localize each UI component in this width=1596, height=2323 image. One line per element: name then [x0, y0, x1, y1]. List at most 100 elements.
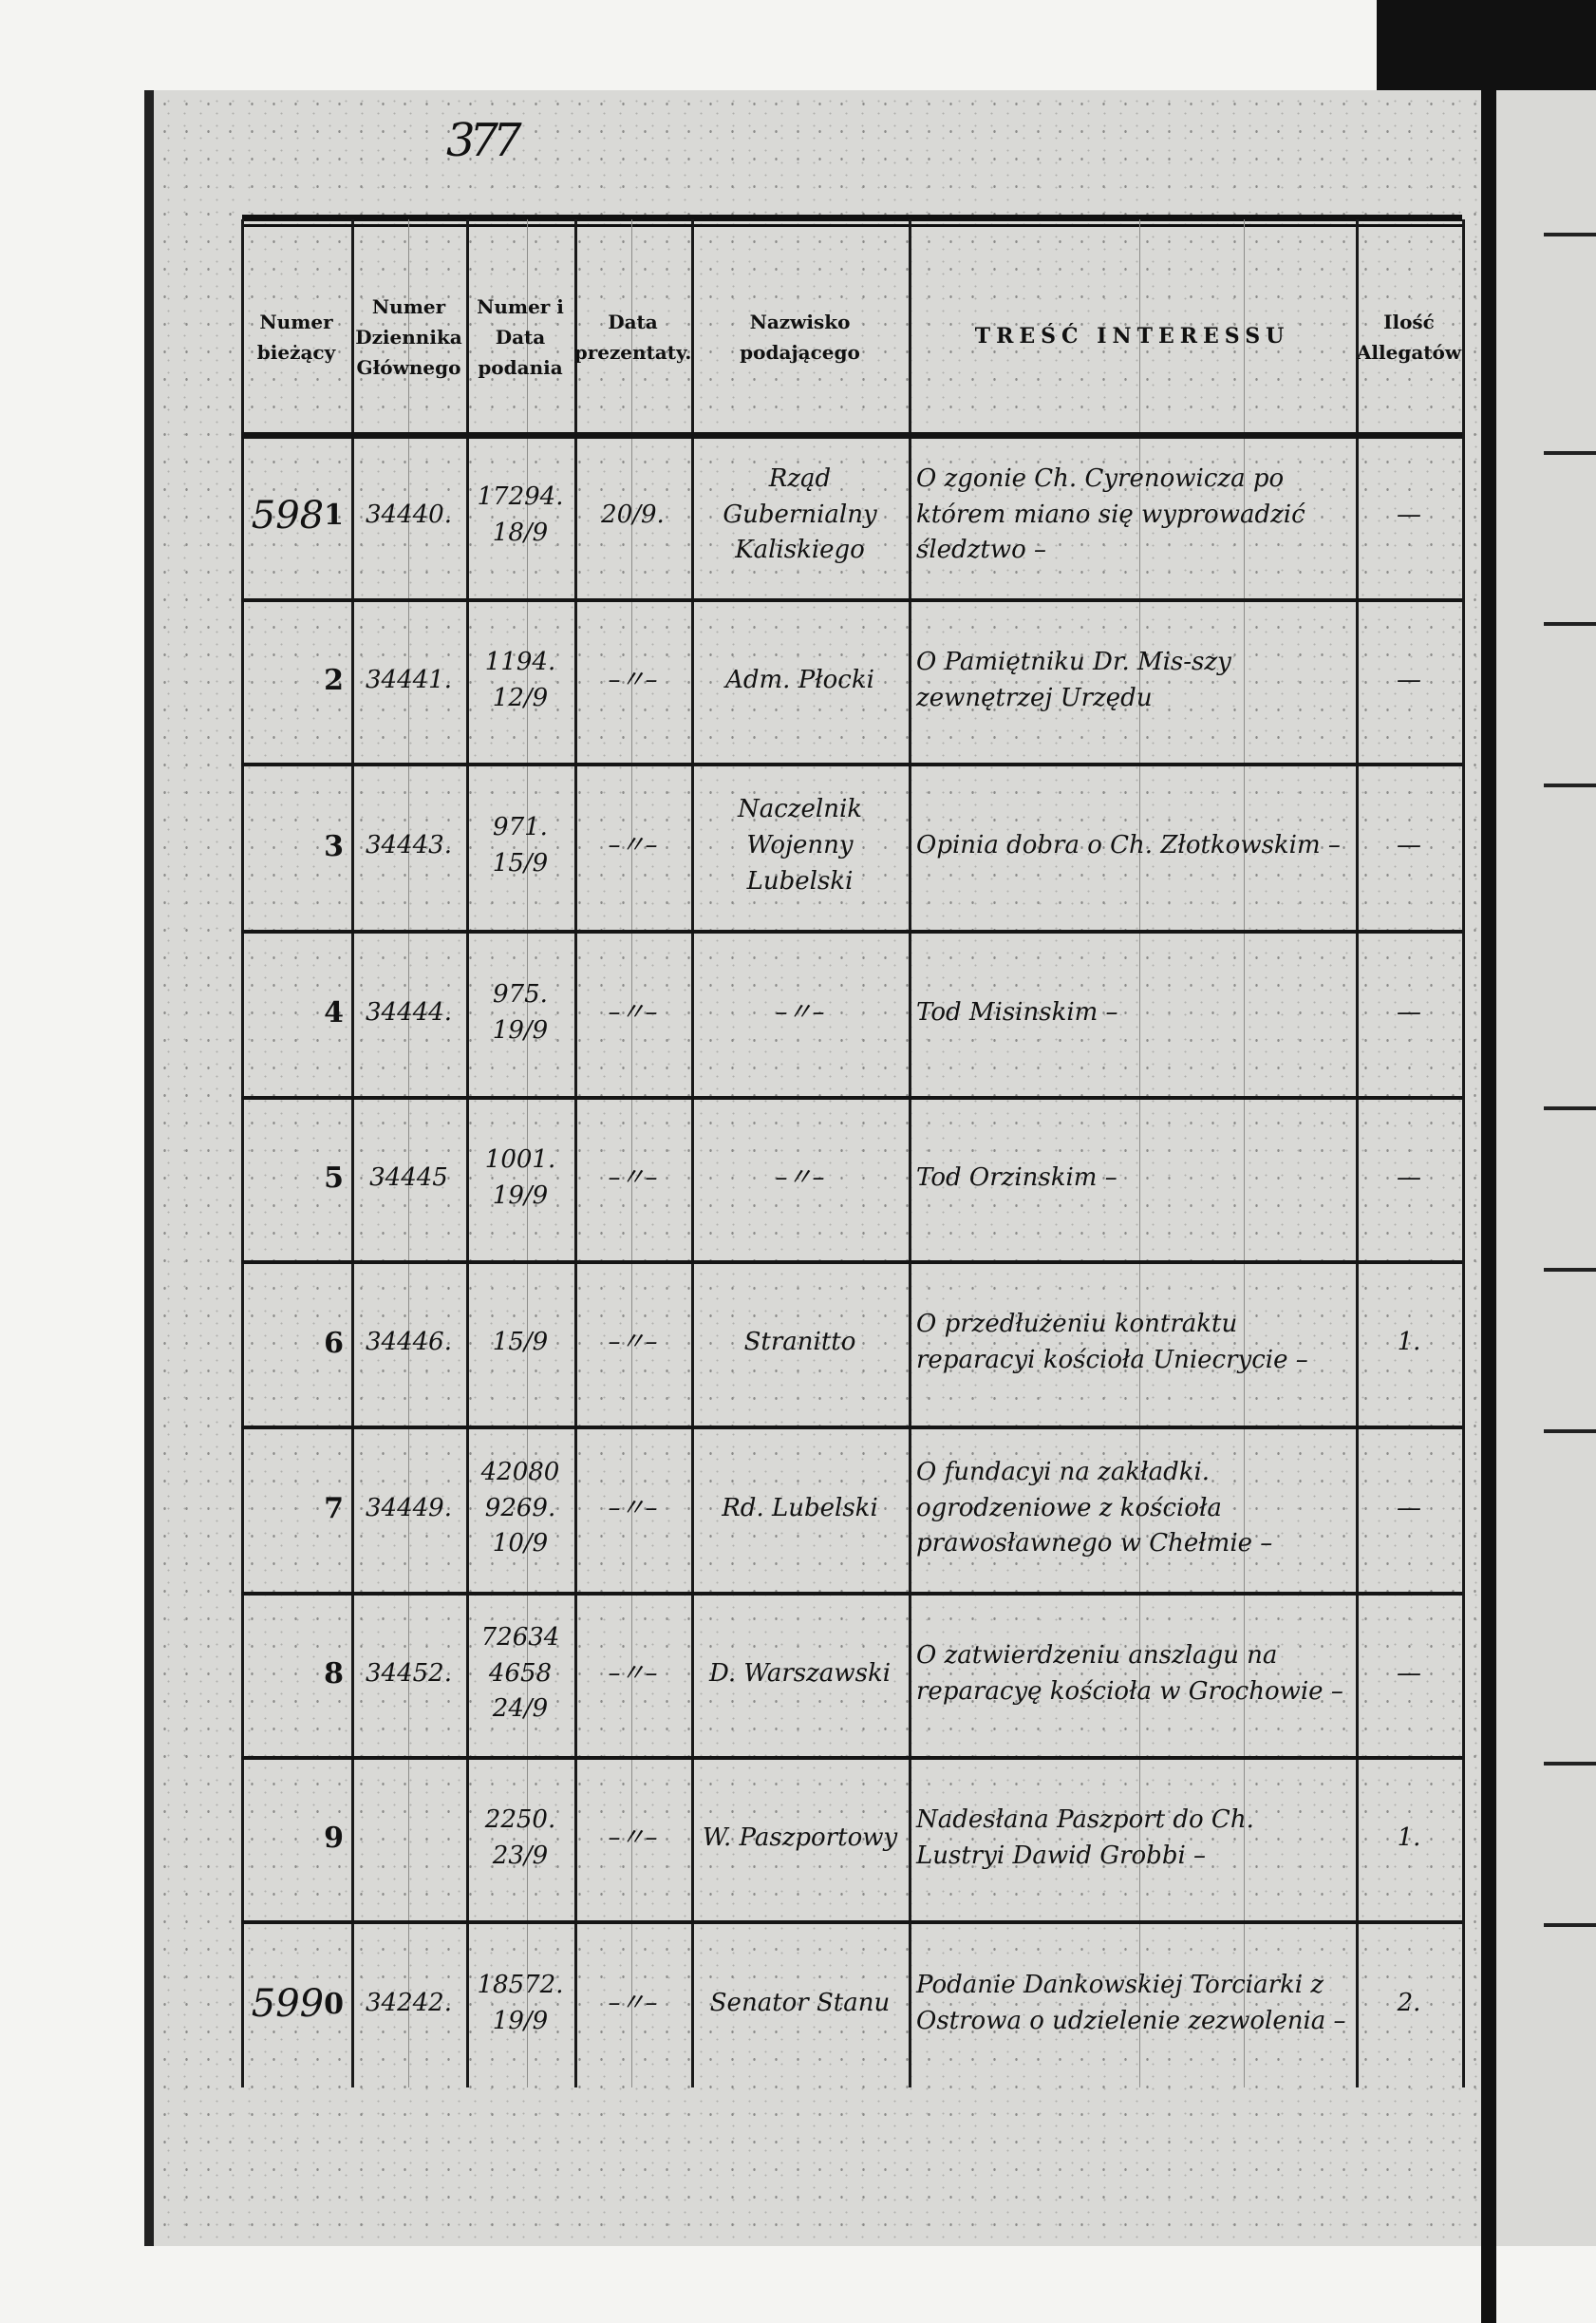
ilosc-text: 1.	[1397, 1823, 1421, 1852]
cell-numer-data: 1194. 12/9	[474, 598, 567, 763]
cell-prezentata: –〃–	[582, 1260, 684, 1426]
numer-data-text: 18572. 19/9	[477, 1971, 564, 2035]
tresc-text: Opinia dobra o Ch. Złotkowskim –	[916, 831, 1341, 860]
row-rule	[241, 930, 1462, 934]
row-rule	[241, 1592, 1462, 1596]
cell-ilosc: 1.	[1363, 1260, 1455, 1426]
cell-dziennik: 34444.	[359, 930, 459, 1096]
entry-number: 2	[324, 664, 344, 697]
numer-data-text: 971. 15/9	[492, 813, 549, 878]
book-spine	[1481, 76, 1496, 2323]
prezentata-text: –〃–	[608, 997, 658, 1027]
dziennik-text: 34441.	[366, 665, 452, 694]
column-rule	[574, 219, 577, 2087]
prezentata-text: –〃–	[608, 1493, 658, 1522]
column-rule	[241, 219, 244, 2087]
nazwisko-text: Adm. Płocki	[725, 665, 874, 694]
folio-number: 377	[446, 114, 522, 167]
entry-number: 6	[324, 1326, 344, 1360]
cell-ilosc: 2.	[1363, 1920, 1455, 2087]
tresc-text: O zgonie Ch. Cyrenowicza po którem miano…	[916, 463, 1305, 565]
cell-dziennik: 34446.	[359, 1260, 459, 1426]
column-rule	[466, 219, 469, 2087]
cell-tresc: Podanie Dankowskiej Torciarki z Ostrowa …	[916, 1920, 1348, 2087]
dziennik-text: 34449.	[366, 1493, 452, 1522]
prezentata-text: –〃–	[608, 831, 658, 860]
nazwisko-text: W. Paszportowy	[702, 1823, 898, 1852]
ilosc-text: —	[1397, 1493, 1421, 1522]
register-page	[144, 90, 1491, 2246]
scan-dark-corner	[1377, 0, 1596, 90]
numer-data-text: 1194. 12/9	[484, 647, 556, 712]
prezentata-text: –〃–	[608, 665, 658, 694]
column-rule	[351, 219, 354, 2087]
cell-num: 4	[249, 930, 344, 1096]
cell-tresc: O zatwierdzeniu anszlagu na reparacyę ko…	[916, 1592, 1348, 1756]
cell-dziennik: 34449.	[359, 1426, 459, 1592]
prezentata-text: –〃–	[608, 1162, 658, 1192]
nazwisko-text: Stranitto	[743, 1328, 856, 1357]
tresc-text: Tod Orzinskim –	[916, 1162, 1117, 1192]
cell-nazwisko: W. Paszportowy	[699, 1756, 901, 1920]
nazwisko-text: Senator Stanu	[709, 1989, 891, 2018]
entry-number: 0	[324, 1987, 344, 2021]
cell-num: 598 1	[249, 432, 344, 598]
prezentata-text: –〃–	[608, 1328, 658, 1357]
cell-num: 7	[249, 1426, 344, 1592]
ilosc-text: 1.	[1397, 1328, 1421, 1357]
column-rule	[691, 219, 694, 2087]
column-rule	[1356, 219, 1359, 2087]
cell-dziennik: 34452.	[359, 1592, 459, 1756]
prezentata-text: –〃–	[608, 1989, 658, 2018]
cell-ilosc: —	[1363, 1592, 1455, 1756]
header-tresc: TREŚĆ INTERESSU	[974, 324, 1290, 349]
cell-prezentata: –〃–	[582, 1920, 684, 2087]
nazwisko-text: Rząd Gubernialny Kaliskiego	[723, 463, 877, 565]
tresc-text: O fundacyi na zakładki. ogrodzeniowe z k…	[916, 1457, 1273, 1558]
cell-num: 6	[249, 1260, 344, 1426]
prezentata-text: –〃–	[608, 1823, 658, 1852]
next-page-edge	[1496, 90, 1596, 2246]
cell-num: 9	[249, 1756, 344, 1920]
faint-column-rule	[1139, 219, 1140, 2087]
nazwisko-text: –〃–	[775, 1162, 825, 1192]
header-numer-dziennika: Numer Dziennika Głównego	[355, 295, 462, 379]
cell-nazwisko: Naczelnik Wojenny Lubelski	[699, 763, 901, 930]
cell-numer-data: 2250. 23/9	[474, 1756, 567, 1920]
cell-prezentata: –〃–	[582, 598, 684, 763]
row-rule	[241, 1096, 1462, 1100]
dziennik-text: 34444.	[366, 997, 452, 1027]
cell-prezentata: –〃–	[582, 1426, 684, 1592]
dziennik-text: 34440.	[366, 500, 452, 529]
cell-nazwisko: D. Warszawski	[699, 1592, 901, 1756]
cell-ilosc: —	[1363, 930, 1455, 1096]
cell-num: 8	[249, 1592, 344, 1756]
cell-prezentata: –〃–	[582, 1592, 684, 1756]
cell-numer-data: 1001. 19/9	[474, 1096, 567, 1260]
dziennik-text: 34446.	[366, 1328, 452, 1357]
cell-num: 3	[249, 763, 344, 930]
cell-tresc: Tod Misinskim –	[916, 930, 1348, 1096]
cell-dziennik: 34445	[359, 1096, 459, 1260]
entry-prefix: 598	[251, 493, 325, 538]
cell-ilosc: —	[1363, 598, 1455, 763]
numer-data-text: 975. 19/9	[492, 979, 549, 1045]
ilosc-text: —	[1397, 997, 1421, 1027]
row-rule	[241, 1756, 1462, 1760]
cell-ilosc: 1.	[1363, 1756, 1455, 1920]
ilosc-text: —	[1397, 1162, 1421, 1192]
entry-number: 8	[324, 1657, 344, 1690]
entry-number: 3	[324, 829, 344, 863]
numer-data-text: 72634 4658 24/9	[480, 1622, 560, 1724]
column-rule	[1462, 219, 1465, 2087]
numer-data-text: 1001. 19/9	[484, 1144, 556, 1210]
row-rule	[241, 1426, 1462, 1429]
nazwisko-text: –〃–	[775, 997, 825, 1027]
ilosc-text: —	[1397, 1658, 1421, 1688]
header-rule-thin	[242, 224, 1462, 227]
cell-numer-data: 42080 9269. 10/9	[474, 1426, 567, 1592]
cell-tresc: O Pamiętniku Dr. Mis-szy zewnętrzej Urzę…	[916, 598, 1348, 763]
column-rule	[909, 219, 911, 2087]
numer-data-text: 17294. 18/9	[477, 482, 564, 547]
numer-data-text: 15/9	[492, 1328, 549, 1357]
